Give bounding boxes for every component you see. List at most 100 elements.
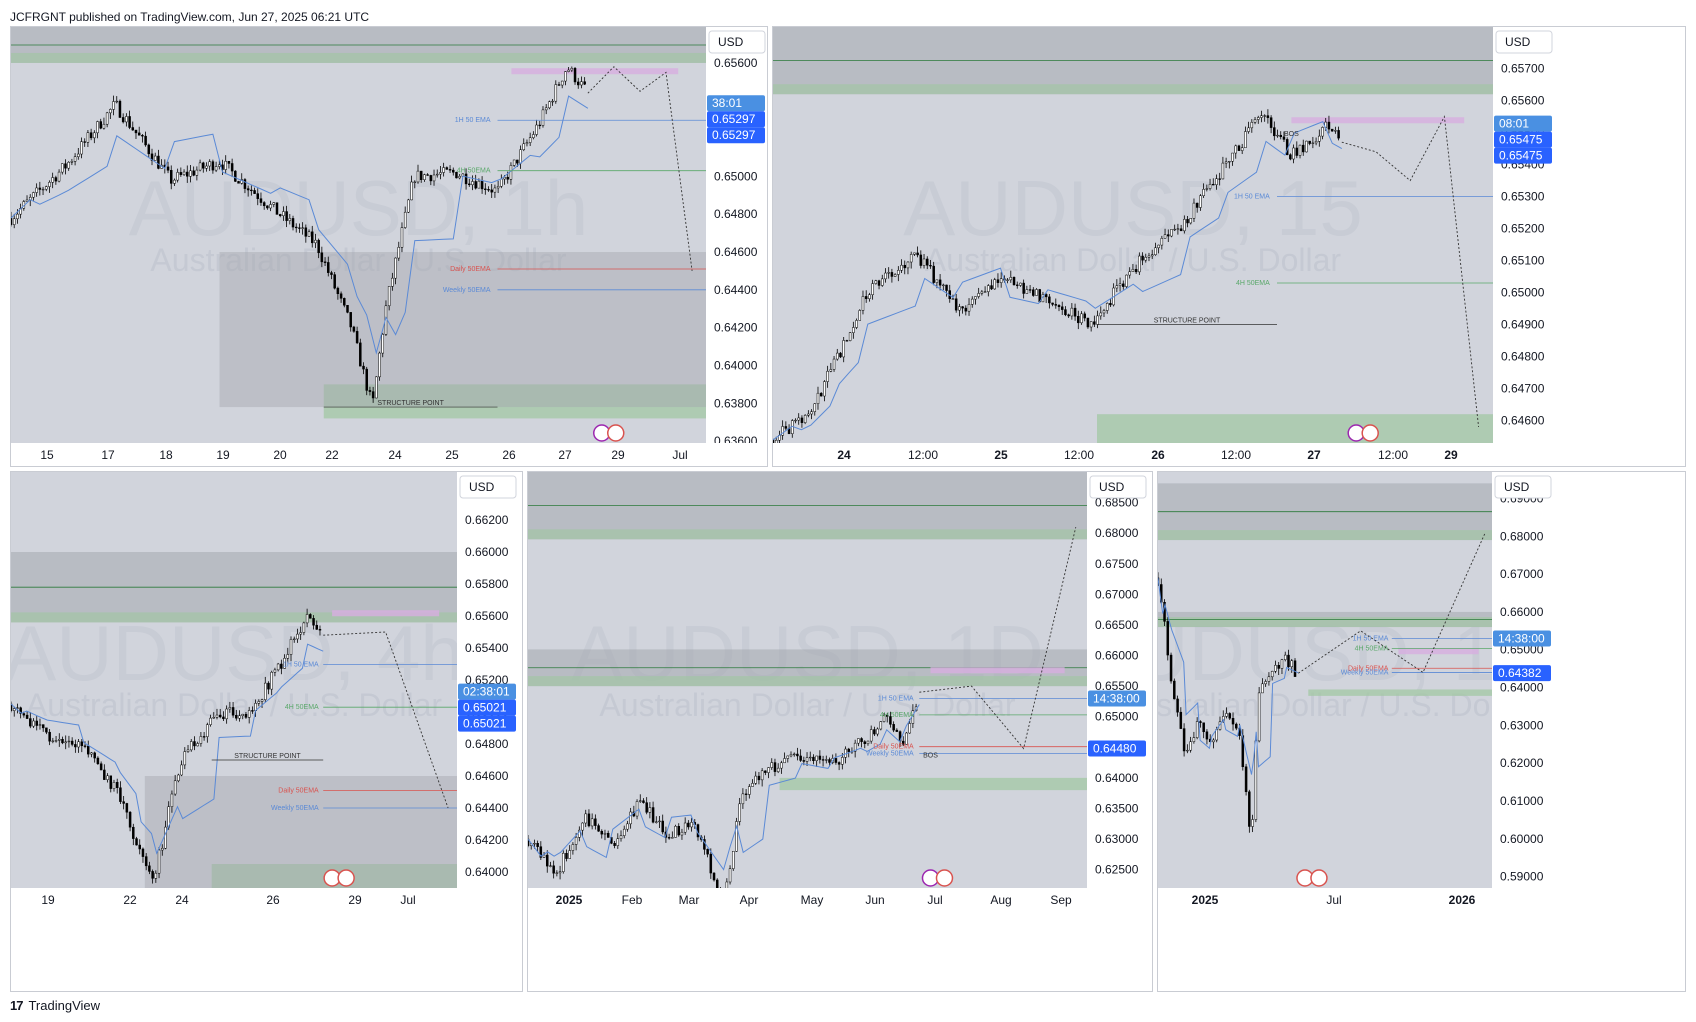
candle-body [86,132,90,143]
candle-body [909,254,913,263]
candle-body [1025,289,1029,294]
x-tick-label: 26 [1151,448,1165,462]
candle-body [1154,247,1157,256]
candle-body [1208,184,1212,189]
y-tick-label: 0.64800 [465,737,509,751]
candle-body [423,174,426,181]
target-band [1398,648,1479,655]
candle-body [198,162,202,171]
candle-body [199,736,203,744]
chart-panel-1d[interactable]: AUDUSD, 1DAustralian Dollar / U.S. Dolla… [527,471,1153,992]
candle-body [496,185,500,189]
candle-body [794,419,797,422]
structure-label: STRUCTURE POINT [234,753,301,760]
candle-body [895,729,899,732]
candle-body [410,181,413,201]
candle-body [1280,659,1284,669]
candle-body [1131,269,1135,272]
candle-body [99,121,102,129]
price-tag-label: 14:38:00 [1093,692,1140,706]
x-tick-label: Sep [1050,893,1072,907]
ema-label: 4H 50EMA [1355,646,1389,653]
candle-body [128,116,131,128]
chart-panel-4h[interactable]: AUDUSD, 4h Australian Dollar / U.S. Dolla… [10,471,523,992]
candle-body [1228,161,1231,163]
candle-body [977,293,980,297]
candle-body [32,720,35,727]
y-tick-label: 0.63000 [1500,718,1544,732]
candle-body [1256,117,1260,120]
candle-body [913,252,916,255]
candle-body [1253,119,1257,123]
y-tick-label: 0.64800 [714,207,758,221]
candles [1158,572,1297,833]
candle-body [183,751,187,766]
candle-body [818,755,822,760]
candle-body [1215,178,1218,185]
y-tick-label: 0.63000 [1095,832,1139,846]
candle-body [1195,721,1199,738]
candle-body [157,155,160,169]
candle-body [1192,202,1196,219]
candle-body [964,307,968,312]
chart-panel-1h[interactable]: AUDUSD, 1h Australian Dollar / U.S. Dolla… [10,26,768,467]
chart-panel-15m[interactable]: AUDUSD, 15 Australian Dollar / U.S. Dolla… [772,26,1686,467]
y-tick-label: 0.64400 [714,283,758,297]
candle-body [853,742,857,752]
chart-panel-1w[interactable]: AUDUSD, 1WAustralian Dollar / U.S. Dolla… [1157,471,1686,992]
candle-body [902,740,905,745]
candle-body [336,287,340,294]
candle-body [1231,717,1235,725]
candle-body [1321,127,1324,137]
x-tick-label: 27 [558,448,572,462]
candle-body [77,741,80,748]
candle-body [1224,161,1228,164]
candle-body [109,775,113,789]
price-axis [1493,27,1685,466]
candle-body [1102,310,1106,314]
candle-body [1128,271,1131,276]
candle-body [262,202,266,207]
candle-body [352,326,356,332]
candle-body [522,143,526,150]
candle-body [1327,121,1331,130]
candle-body [1073,307,1077,317]
candle-body [1183,219,1186,232]
candle-body [1202,722,1205,733]
candle-body [1274,664,1277,672]
candle-body [368,390,372,392]
candle-body [1314,141,1318,144]
candle-body [600,830,604,835]
candle-body [1199,195,1202,208]
candle-body [16,213,19,220]
candle-body [118,100,122,118]
candle-body [1070,307,1074,317]
candle-body [115,100,119,103]
candle-body [228,707,232,710]
candle-body [648,807,652,813]
ema-label: Daily 50EMA [1348,665,1389,672]
candle-body [147,144,151,155]
y-tick-label: 0.65200 [1501,222,1545,236]
candle-body [474,181,477,189]
candle-body [536,843,539,847]
candle-body [176,172,179,181]
chart-1w[interactable]: AUDUSD, 1WAustralian Dollar / U.S. Dolla… [1158,472,1685,991]
candle-body [874,280,878,284]
zone-demand [1097,414,1493,443]
candle-body [580,81,583,86]
y-tick-label: 0.65000 [1095,710,1139,724]
candle-body [639,800,642,802]
x-tick-label: 2025 [556,893,583,907]
candle-body [539,846,543,858]
footer-brand[interactable]: TradingView [28,998,101,1013]
y-tick-label: 0.67000 [1095,587,1139,601]
chart-1d[interactable]: AUDUSD, 1DAustralian Dollar / U.S. Dolla… [528,472,1152,991]
y-tick-label: 0.68500 [1095,496,1139,510]
candle-body [528,137,532,143]
ema-label: 1H 50 EMA [283,661,319,668]
y-tick-label: 0.63800 [714,396,758,410]
